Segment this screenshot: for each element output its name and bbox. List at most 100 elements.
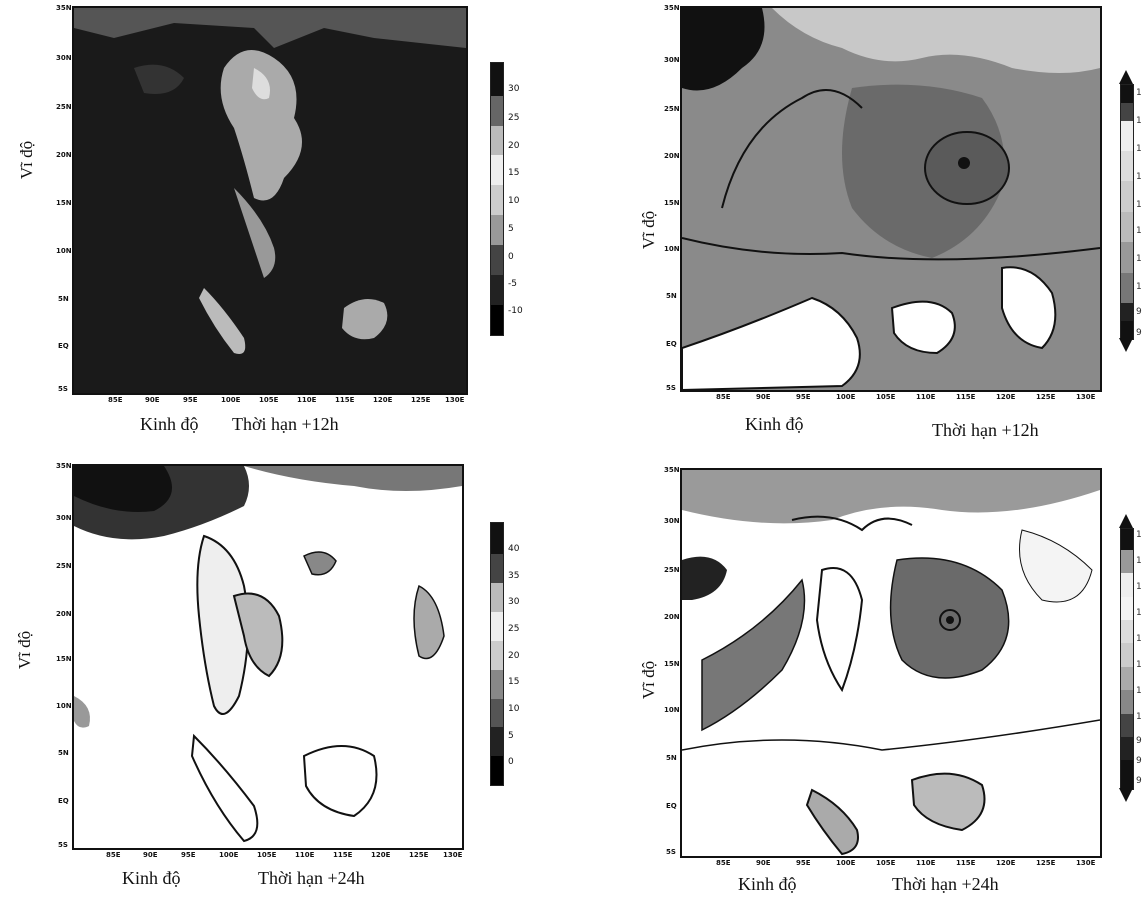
colorbar-label: 10 bbox=[508, 704, 520, 714]
lon-tick: 85E bbox=[716, 393, 731, 401]
lead-time-title: Thời hạn +24h bbox=[258, 868, 365, 888]
lat-tick: 35N bbox=[664, 466, 680, 474]
lon-tick: 85E bbox=[108, 396, 123, 404]
lon-tick: 90E bbox=[145, 396, 160, 404]
colorbar-label: 1 bbox=[1136, 556, 1142, 566]
lat-tick: 5S bbox=[58, 385, 68, 393]
lat-tick: 5N bbox=[58, 749, 69, 757]
colorbar-label: 0 bbox=[508, 757, 514, 767]
lon-tick: 85E bbox=[716, 859, 731, 867]
colorbar-label: 1 bbox=[1136, 254, 1142, 264]
colorbar-label: 40 bbox=[508, 544, 520, 554]
lat-tick: 20N bbox=[56, 151, 72, 159]
lon-tick: 110E bbox=[295, 851, 315, 859]
colorbar-label: 1 bbox=[1136, 660, 1142, 670]
lat-tick: 25N bbox=[56, 103, 72, 111]
colorbar-label: 20 bbox=[508, 141, 520, 151]
lat-tick: 5N bbox=[666, 292, 677, 300]
colorbar-label: 15 bbox=[508, 168, 520, 178]
lat-tick: 10N bbox=[664, 706, 680, 714]
lon-tick: 100E bbox=[221, 396, 241, 404]
x-axis-label: Kinh độ bbox=[738, 874, 797, 894]
lon-tick: 110E bbox=[916, 859, 936, 867]
colorbar bbox=[1120, 528, 1134, 790]
lat-tick: 5N bbox=[666, 754, 677, 762]
lon-tick: 95E bbox=[183, 396, 198, 404]
lat-tick: 35N bbox=[664, 4, 680, 12]
colorbar-label: 30 bbox=[508, 84, 520, 94]
colorbar-label: 1 bbox=[1136, 172, 1142, 182]
lat-tick: 5S bbox=[666, 848, 676, 856]
colorbar-label: 1 bbox=[1136, 686, 1142, 696]
colorbar-label: 1 bbox=[1136, 608, 1142, 618]
lon-tick: 120E bbox=[371, 851, 391, 859]
lat-tick: 35N bbox=[56, 462, 72, 470]
colorbar-label: 1 bbox=[1136, 116, 1142, 126]
lat-tick: 15N bbox=[56, 655, 72, 663]
lon-tick: 105E bbox=[259, 396, 279, 404]
lon-tick: 125E bbox=[1036, 859, 1056, 867]
colorbar-label: 1 bbox=[1136, 582, 1142, 592]
colorbar-label: 9 bbox=[1136, 328, 1142, 338]
colorbar-label: 1 bbox=[1136, 712, 1142, 722]
lat-tick: 20N bbox=[664, 613, 680, 621]
lon-tick: 130E bbox=[443, 851, 463, 859]
y-axis-label: Vĩ độ bbox=[15, 630, 35, 670]
lon-tick: 95E bbox=[796, 859, 811, 867]
colorbar-arrow-up-icon bbox=[1119, 70, 1133, 84]
colorbar-label: 9 bbox=[1136, 756, 1142, 766]
lon-tick: 90E bbox=[756, 393, 771, 401]
lat-tick: EQ bbox=[58, 342, 69, 350]
map-field bbox=[74, 466, 462, 843]
lon-tick: 90E bbox=[756, 859, 771, 867]
lon-tick: 95E bbox=[796, 393, 811, 401]
y-axis-label: Vĩ độ bbox=[639, 210, 659, 250]
lat-tick: 10N bbox=[664, 245, 680, 253]
lat-tick: 5S bbox=[666, 384, 676, 392]
map-plot bbox=[680, 6, 1102, 392]
lat-tick: EQ bbox=[666, 802, 677, 810]
lon-tick: 100E bbox=[836, 859, 856, 867]
lon-tick: 105E bbox=[876, 859, 896, 867]
lat-tick: 10N bbox=[56, 247, 72, 255]
lon-tick: 120E bbox=[373, 396, 393, 404]
y-axis-label: Vĩ độ bbox=[17, 140, 37, 180]
lon-tick: 105E bbox=[257, 851, 277, 859]
colorbar-label: 1 bbox=[1136, 634, 1142, 644]
map-field bbox=[682, 470, 1100, 856]
lon-tick: 120E bbox=[996, 859, 1016, 867]
colorbar-label: 30 bbox=[508, 597, 520, 607]
lat-tick: EQ bbox=[58, 797, 69, 805]
lat-tick: 25N bbox=[664, 566, 680, 574]
lon-tick: 110E bbox=[297, 396, 317, 404]
lon-tick: 130E bbox=[1076, 393, 1096, 401]
lat-tick: 10N bbox=[56, 702, 72, 710]
colorbar-label: 10 bbox=[508, 196, 520, 206]
lat-tick: 25N bbox=[664, 105, 680, 113]
colorbar-label: 9 bbox=[1136, 776, 1142, 786]
colorbar-label: 35 bbox=[508, 571, 520, 581]
colorbar-label: 9 bbox=[1136, 736, 1142, 746]
colorbar-label: 1 bbox=[1136, 530, 1142, 540]
lat-tick: 25N bbox=[56, 562, 72, 570]
colorbar-arrow-down-icon bbox=[1119, 788, 1133, 802]
lead-time-title: Thời hạn +12h bbox=[932, 420, 1039, 440]
lon-tick: 90E bbox=[143, 851, 158, 859]
colorbar bbox=[1120, 84, 1134, 340]
x-axis-label: Kinh độ bbox=[122, 868, 181, 888]
colorbar-label: -10 bbox=[508, 306, 523, 316]
lat-tick: EQ bbox=[666, 340, 677, 348]
colorbar-label: 20 bbox=[508, 651, 520, 661]
lat-tick: 15N bbox=[56, 199, 72, 207]
lon-tick: 125E bbox=[1036, 393, 1056, 401]
lat-tick: 15N bbox=[664, 199, 680, 207]
lat-tick: 5N bbox=[58, 295, 69, 303]
lat-tick: 30N bbox=[664, 56, 680, 64]
map-plot bbox=[72, 6, 468, 395]
colorbar-arrow-down-icon bbox=[1119, 338, 1133, 352]
colorbar-label: 5 bbox=[508, 224, 514, 234]
y-axis-label: Vĩ độ bbox=[639, 660, 659, 700]
colorbar-label: 1 bbox=[1136, 200, 1142, 210]
colorbar-label: 25 bbox=[508, 624, 520, 634]
colorbar-label: 5 bbox=[508, 731, 514, 741]
